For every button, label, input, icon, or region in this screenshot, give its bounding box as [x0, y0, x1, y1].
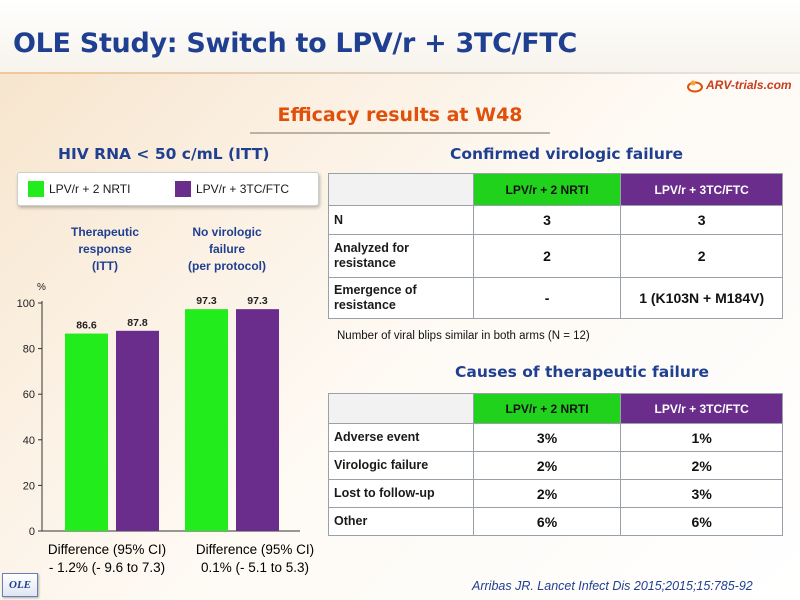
legend-swatch-arm2 [175, 181, 191, 197]
row-label: N [328, 205, 474, 235]
virologic-failure-heading: Confirmed virologic failure [450, 145, 684, 163]
group-label-line: (per protocol) [188, 259, 266, 273]
group-label-line: No virologic [192, 225, 262, 239]
row-label: Emergence of resistance [328, 277, 474, 319]
bar-1-2 [116, 330, 159, 531]
row-label-line: Emergence of [334, 283, 417, 297]
column-header-arm2: LPV/r + 3TC/FTC [620, 393, 783, 424]
table-cell: 2% [472, 479, 622, 508]
table-cell: 3 [472, 205, 622, 235]
virologic-failure-table: LPV/r + 2 NRTI LPV/r + 3TC/FTC N 3 3 Ana… [328, 173, 783, 319]
logo-text: ARV-trials.com [706, 78, 792, 92]
slide-subtitle: Efficacy results at W48 [277, 104, 523, 126]
group-label-line: (ITT) [92, 259, 118, 273]
difference-ci-group-2: Difference (95% CI) 0.1% (- 5.1 to 5.3) [180, 541, 330, 577]
y-axis-unit: % [37, 282, 46, 293]
column-header-arm2: LPV/r + 3TC/FTC [620, 173, 783, 206]
table-row: Analyzed for resistance 2 2 [328, 234, 783, 278]
bar-2-1 [185, 309, 228, 531]
arv-trials-logo: ARV-trials.com [687, 76, 797, 96]
legend-label-arm2: LPV/r + 3TC/FTC [196, 182, 290, 196]
row-label-line: resistance [334, 256, 396, 270]
difference-line: 0.1% (- 5.1 to 5.3) [200, 560, 310, 575]
bar-value-label: 86.6 [76, 320, 97, 332]
difference-line: Difference (95% CI) [195, 542, 315, 557]
row-label: Adverse event [328, 423, 474, 452]
row-label: Lost to follow-up [328, 479, 474, 508]
group-label-line: response [78, 242, 132, 256]
row-label-line: Analyzed for [334, 241, 410, 255]
table-cell: 6% [472, 507, 622, 536]
subtitle-underline [250, 132, 550, 134]
table-row: Other 6% 6% [328, 507, 783, 536]
chart-heading: HIV RNA < 50 c/mL (ITT) [58, 145, 270, 163]
table-cell: 2% [472, 451, 622, 480]
difference-ci-group-1: Difference (95% CI) - 1.2% (- 9.6 to 7.3… [32, 541, 182, 577]
table-header-row: LPV/r + 2 NRTI LPV/r + 3TC/FTC [328, 173, 783, 206]
y-tick-label: 60 [23, 389, 35, 401]
table-corner-cell [328, 393, 474, 424]
table-row: Virologic failure 2% 2% [328, 451, 783, 480]
therapeutic-failure-heading: Causes of therapeutic failure [455, 363, 710, 381]
table-cell: 3% [620, 479, 783, 508]
table-cell: 3 [620, 205, 783, 235]
y-tick-label: 100 [17, 298, 35, 310]
row-label-line: resistance [334, 298, 396, 312]
bar-value-label: 97.3 [247, 295, 268, 307]
table-cell: 1 (K103N + M184V) [620, 277, 783, 319]
table-corner-cell [328, 173, 474, 206]
therapeutic-failure-table: LPV/r + 2 NRTI LPV/r + 3TC/FTC Adverse e… [328, 393, 783, 536]
difference-line: - 1.2% (- 9.6 to 7.3) [48, 560, 166, 575]
column-header-arm1: LPV/r + 2 NRTI [472, 173, 622, 206]
table-cell: 2% [620, 451, 783, 480]
row-label-line: N [334, 212, 344, 227]
column-header-arm1: LPV/r + 2 NRTI [472, 393, 622, 424]
table-cell: 2 [472, 234, 622, 278]
bar-2-2 [236, 309, 279, 531]
title-band [0, 0, 800, 72]
study-badge: OLE [2, 573, 38, 597]
viral-blips-note: Number of viral blips similar in both ar… [337, 330, 590, 342]
table-cell: 3% [472, 423, 622, 452]
efficacy-bar-chart: 0 20 40 60 80 100 86.6 87.8 97.3 97.3 [17, 295, 300, 538]
bar-1-1 [65, 333, 108, 531]
table-cell: 1% [620, 423, 783, 452]
row-label: Virologic failure [328, 451, 474, 480]
legend-label-arm1: LPV/r + 2 NRTI [49, 182, 131, 196]
y-tick-label: 20 [23, 480, 35, 492]
group-label-line: failure [208, 242, 245, 256]
y-tick-label: 40 [23, 435, 35, 447]
y-tick-label: 80 [23, 344, 35, 356]
logo-swoosh-icon [687, 80, 703, 93]
group-label-therapeutic-response: Therapeutic response (ITT) [50, 224, 160, 275]
group-label-no-virologic-failure: No virologic failure (per protocol) [172, 224, 282, 275]
table-row: Lost to follow-up 2% 3% [328, 479, 783, 508]
slide-title: OLE Study: Switch to LPV/r + 3TC/FTC [13, 28, 577, 59]
row-label: Other [328, 507, 474, 536]
group-label-line: Therapeutic [70, 225, 139, 239]
table-row: Adverse event 3% 1% [328, 423, 783, 452]
legend-item-arm1: LPV/r + 2 NRTI [28, 181, 130, 197]
legend-item-arm2: LPV/r + 3TC/FTC [175, 181, 289, 197]
table-row: Emergence of resistance - 1 (K103N + M18… [328, 277, 783, 319]
table-cell: 2 [620, 234, 783, 278]
y-tick-label: 0 [29, 526, 35, 538]
table-cell: 6% [620, 507, 783, 536]
title-divider [0, 72, 800, 74]
table-cell: - [472, 277, 622, 319]
citation: Arribas JR. Lancet Infect Dis 2015;2015;… [472, 579, 753, 593]
chart-legend: LPV/r + 2 NRTI LPV/r + 3TC/FTC [17, 172, 319, 206]
row-label: Analyzed for resistance [328, 234, 474, 278]
legend-swatch-arm1 [28, 181, 44, 197]
difference-line: Difference (95% CI) [47, 542, 167, 557]
bar-value-label: 97.3 [196, 295, 217, 307]
table-row: N 3 3 [328, 205, 783, 235]
bar-value-label: 87.8 [127, 317, 148, 329]
table-header-row: LPV/r + 2 NRTI LPV/r + 3TC/FTC [328, 393, 783, 424]
